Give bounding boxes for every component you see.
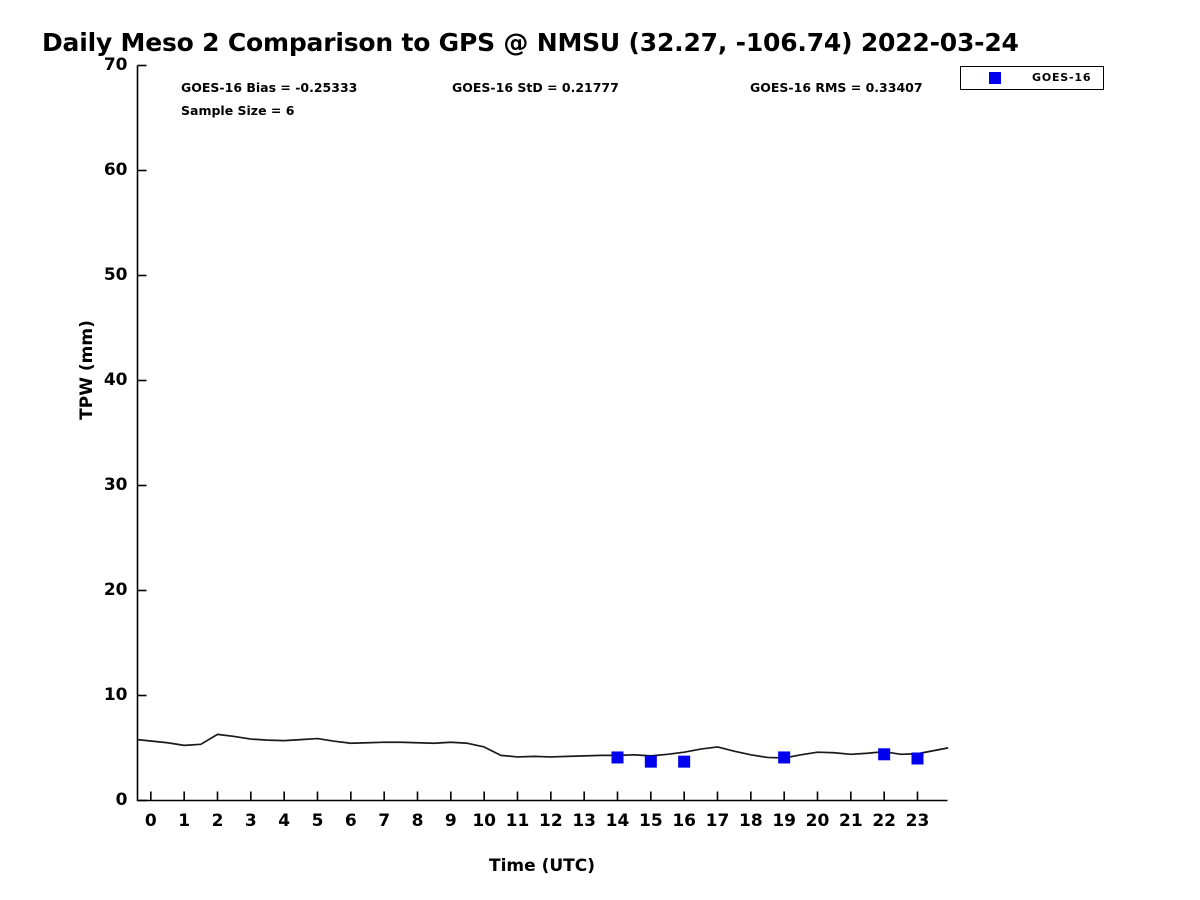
x-tick-label: 11: [505, 810, 530, 831]
axes: [136, 64, 948, 802]
x-tick-label: 13: [572, 810, 596, 831]
legend: [960, 66, 1104, 90]
page-title: Daily Meso 2 Comparison to GPS @ NMSU (3…: [42, 28, 1019, 57]
x-tick-label: 17: [705, 810, 730, 831]
x-tick-label: 8: [411, 810, 424, 831]
x-tick-label: 3: [244, 810, 257, 831]
x-tick-label: 0: [144, 810, 157, 831]
y-tick-label: 0: [115, 789, 128, 810]
x-tick-label: 18: [738, 810, 763, 831]
x-tick-label: 14: [605, 810, 630, 831]
x-tick-label: 2: [211, 810, 224, 831]
x-tick-label: 5: [311, 810, 324, 831]
x-tick-label: 15: [638, 810, 663, 831]
x-tick-label: 22: [872, 810, 896, 831]
data-series: [136, 733, 949, 768]
x-tick-label: 1: [178, 810, 191, 831]
y-tick-label: 70: [103, 54, 128, 75]
x-tick-label: 9: [444, 810, 457, 831]
x-tick-label: 21: [838, 810, 863, 831]
stat-sample-size: Sample Size = 6: [181, 103, 295, 118]
y-tick-label: 20: [103, 579, 128, 600]
y-tick-label: 50: [103, 264, 128, 285]
x-tick-label: 4: [278, 810, 291, 831]
x-tick-label: 23: [905, 810, 930, 831]
stat-bias: GOES-16 Bias = -0.25333: [181, 80, 358, 95]
stat-rms: GOES-16 RMS = 0.33407: [750, 80, 923, 95]
stat-std: GOES-16 StD = 0.21777: [452, 80, 619, 95]
y-tick-label: 10: [103, 684, 128, 705]
x-tick-label: 6: [344, 810, 357, 831]
legend-label-goes16: GOES-16: [1032, 71, 1092, 84]
legend-marker-goes16-icon: [989, 72, 1001, 84]
y-tick-label: 30: [103, 474, 128, 495]
x-tick-label: 12: [538, 810, 563, 831]
x-tick-label: 16: [672, 810, 696, 831]
y-tick-label: 40: [103, 369, 128, 390]
x-tick-label: 20: [805, 810, 830, 831]
x-axis-label: Time (UTC): [488, 856, 595, 876]
x-tick-label: 7: [378, 810, 391, 831]
x-tick-label: 19: [772, 810, 796, 831]
x-tick-label: 10: [472, 810, 496, 831]
y-tick-label: 60: [103, 159, 128, 180]
